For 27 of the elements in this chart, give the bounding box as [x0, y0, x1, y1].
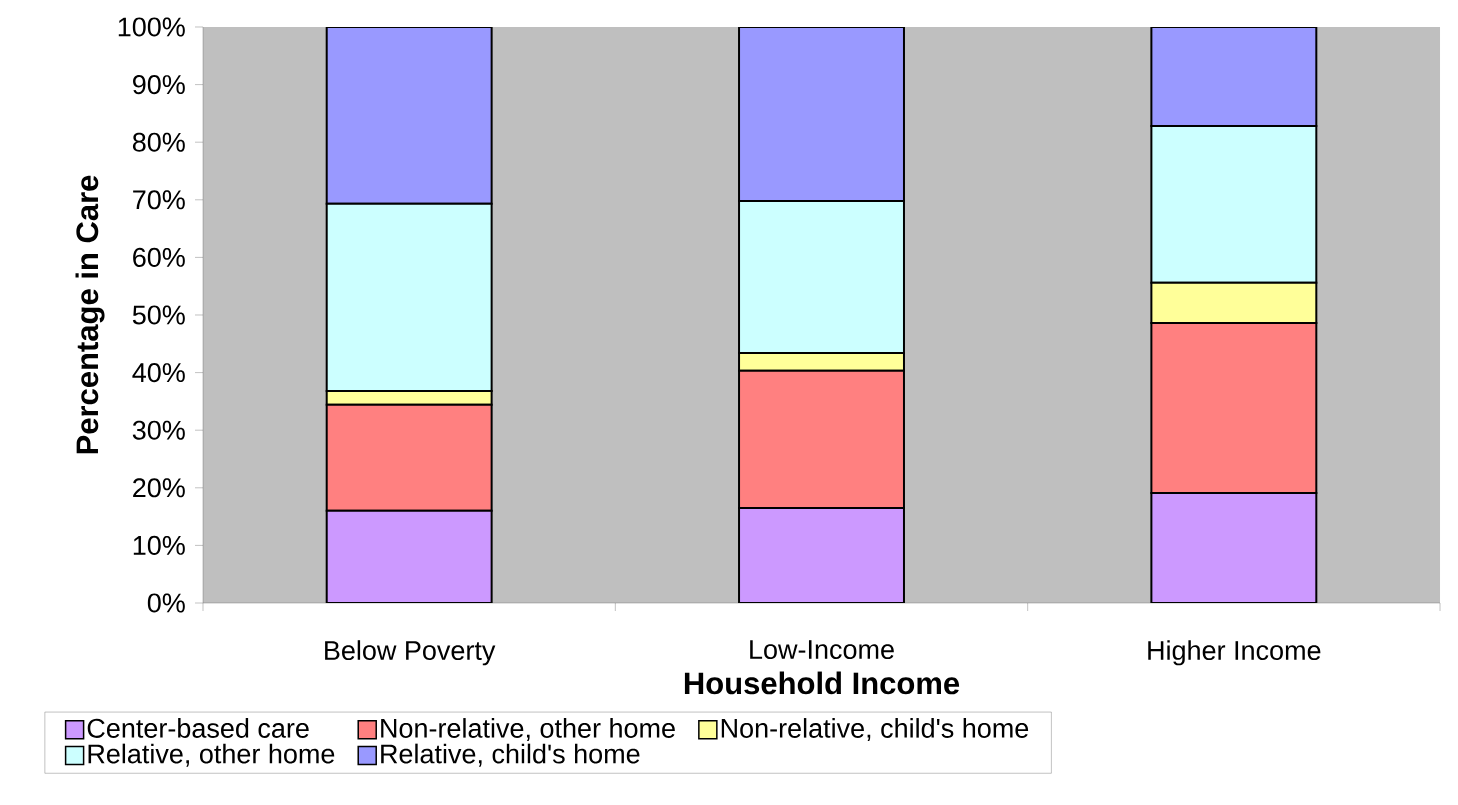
y-axis-title: Percentage in Care [75, 175, 105, 454]
bar [738, 26, 905, 202]
y-tick-label: 10% [133, 535, 185, 555]
y-tick-label: 70% [133, 190, 185, 210]
y-tick-label: 60% [133, 247, 185, 267]
legend-label: Relative, child's home [381, 743, 640, 767]
bar [738, 506, 905, 603]
x-tick-label: Higher Income [1148, 640, 1321, 666]
x-tick-label: Below Poverty [325, 640, 496, 666]
bar [325, 509, 493, 603]
y-tick-label: 100% [118, 17, 185, 37]
legend-label: Relative, other home [88, 743, 335, 767]
y-tick-label: 80% [132, 132, 185, 152]
bar [325, 26, 493, 205]
legend-label: Non-relative, other home [381, 718, 675, 742]
legend-label: Non-relative, child's home [721, 718, 1029, 742]
x-tick-label: Low-Income [750, 640, 894, 660]
y-tick-label: 0% [147, 593, 185, 613]
legend-label: Center-based care [87, 718, 309, 738]
y-tick-label: 50% [132, 305, 185, 325]
bar [1150, 491, 1318, 603]
bar [1150, 26, 1318, 128]
y-tick-label: 90% [133, 75, 185, 95]
y-tick-label: 20% [133, 478, 185, 498]
x-axis-title: Household Income [684, 671, 960, 695]
y-tick-label: 30% [132, 420, 185, 440]
y-tick-label: 40% [132, 363, 185, 383]
